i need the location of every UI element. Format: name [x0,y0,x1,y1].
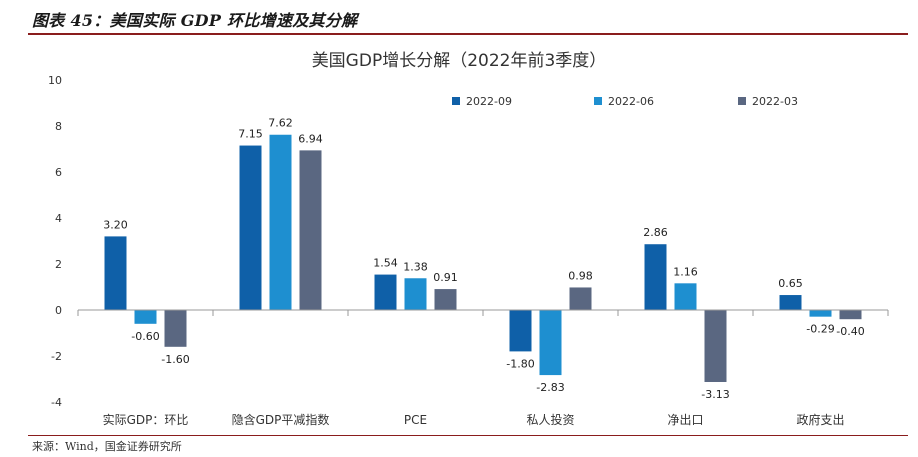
data-label: -1.60 [161,353,189,366]
y-tick-label: 0 [55,304,62,317]
data-label: 3.20 [103,218,128,231]
bar-2022-09-5 [779,295,802,310]
category-label: 隐含GDP平减指数 [232,412,330,427]
bar-2022-06-2 [404,278,427,310]
figure-header: 图表 45：美国实际 GDP 环比增速及其分解 [0,0,918,36]
data-label: 6.94 [298,132,323,145]
y-tick-label: -4 [51,396,62,409]
bottom-rule [28,435,908,436]
legend-swatch-2022-03 [738,97,746,105]
data-label: -1.80 [506,357,534,370]
category-label: 净出口 [667,413,703,427]
source-note: 来源：Wind，国金证券研究所 [32,440,182,453]
bar-2022-06-3 [539,310,562,376]
legend-label: 2022-09 [466,95,512,108]
legend-swatch-2022-06 [594,97,602,105]
top-rule [28,33,908,35]
category-label: 实际GDP：环比 [103,412,189,427]
legend-label: 2022-06 [608,95,654,108]
bar-2022-06-5 [809,310,832,317]
chart-title: 美国GDP增长分解（2022年前3季度） [312,51,607,71]
bar-2022-06-0 [134,310,157,324]
bar-2022-09-3 [509,310,532,352]
bar-2022-03-1 [299,150,322,310]
data-label: -2.83 [536,381,564,394]
bar-2022-09-2 [374,274,397,310]
y-tick-label: 2 [55,258,62,271]
data-label: 1.38 [403,260,428,273]
data-label: 1.16 [673,265,698,278]
data-label: 0.98 [568,269,593,282]
bar-2022-03-0 [164,310,187,347]
bar-2022-03-4 [704,310,727,382]
data-label: -0.60 [131,330,159,343]
bar-2022-03-3 [569,287,592,310]
category-label: PCE [404,413,427,427]
figure-caption: 图表 45：美国实际 GDP 环比增速及其分解 [32,11,358,30]
data-label: 1.54 [373,257,398,270]
data-label: -0.40 [836,325,864,338]
y-tick-label: 10 [48,74,62,87]
data-label: 7.15 [238,128,263,141]
bar-2022-09-4 [644,244,667,310]
y-tick-label: -2 [51,350,62,363]
legend-label: 2022-03 [752,95,798,108]
data-label: 0.65 [778,277,803,290]
bar-2022-03-5 [839,310,862,320]
data-label: -3.13 [701,388,729,401]
legend-swatch-2022-09 [452,97,460,105]
data-label: 0.91 [433,271,458,284]
category-label: 政府支出 [796,412,844,427]
bar-2022-06-4 [674,283,697,310]
y-tick-label: 4 [55,212,62,225]
data-label: 7.62 [268,117,293,130]
y-tick-label: 8 [55,120,62,133]
bar-2022-03-2 [434,289,457,310]
data-label: 2.86 [643,226,668,239]
bar-2022-09-1 [239,145,262,310]
data-label: -0.29 [806,323,834,336]
category-label: 私人投资 [526,412,574,427]
bar-2022-06-1 [269,134,292,310]
bar-2022-09-0 [104,236,127,310]
y-tick-label: 6 [55,166,62,179]
